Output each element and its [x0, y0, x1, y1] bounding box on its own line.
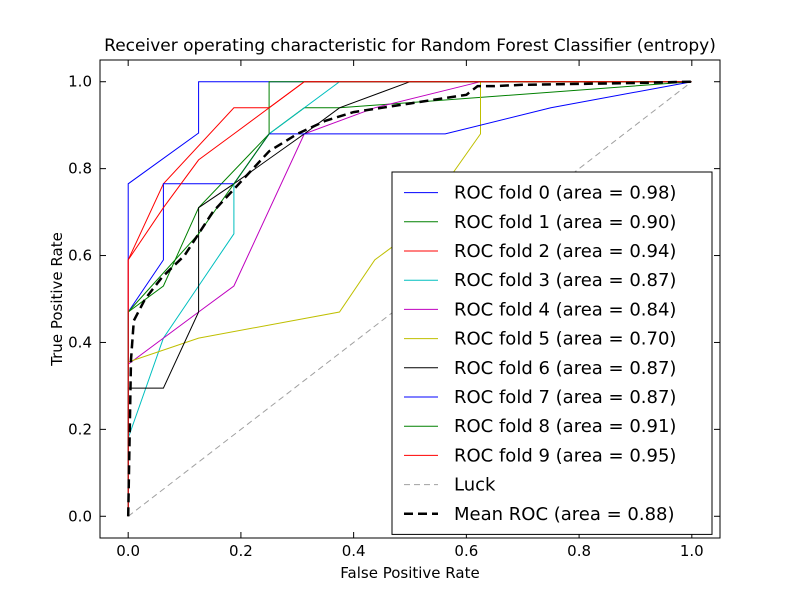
plot-area [126, 80, 693, 517]
axes-frame [99, 59, 721, 539]
y-tick-label: 1.0 [68, 73, 92, 91]
legend-label-1: ROC fold 1 (area = 0.90) [454, 212, 676, 233]
legend-label-8: ROC fold 8 (area = 0.91) [454, 416, 676, 437]
series-line-3 [127, 81, 692, 517]
x-tick-label: 0.2 [229, 542, 253, 560]
series-line-11 [126, 80, 692, 517]
series-line-5 [127, 81, 692, 517]
x-axis-label: False Positive Rate [340, 564, 479, 582]
legend-box [391, 171, 713, 535]
legend: ROC fold 0 (area = 0.98) ROC fold 1 (area… [391, 171, 713, 535]
axis-ticks: 0.0 0.2 0.4 0.6 0.8 1.0 0.0 0.2 0.4 0.6 0.8 1.0 [68, 60, 720, 560]
series-line-9 [127, 81, 692, 517]
x-tick-label: 0.8 [567, 542, 591, 560]
y-tick-label: 0.2 [68, 420, 92, 438]
y-tick-label: 0.0 [68, 507, 92, 525]
legend-label-7: ROC fold 7 (area = 0.87) [454, 387, 676, 408]
x-tick-label: 0.4 [342, 542, 366, 560]
y-axis-label: True Positive Rate [48, 232, 66, 367]
legend-label-11: Mean ROC (area = 0.88) [454, 504, 675, 525]
legend-label-0: ROC fold 0 (area = 0.98) [454, 183, 676, 204]
legend-label-9: ROC fold 9 (area = 0.95) [454, 445, 676, 466]
legend-label-3: ROC fold 3 (area = 0.87) [454, 270, 676, 291]
x-tick-label: 0.6 [454, 542, 478, 560]
series-line-1 [127, 81, 692, 517]
y-tick-label: 0.4 [68, 333, 92, 351]
chart-title: Receiver operating characteristic for Ra… [104, 36, 716, 56]
x-tick-label: 0.0 [116, 542, 140, 560]
legend-label-6: ROC fold 6 (area = 0.87) [454, 358, 676, 379]
y-tick-label: 0.8 [68, 160, 92, 178]
y-tick-label: 0.6 [68, 247, 92, 265]
legend-label-4: ROC fold 4 (area = 0.84) [454, 299, 676, 320]
series-line-4 [127, 81, 692, 517]
x-tick-label: 1.0 [680, 542, 704, 560]
legend-label-2: ROC fold 2 (area = 0.94) [454, 241, 676, 262]
legend-label-10: Luck [454, 475, 496, 496]
legend-label-5: ROC fold 5 (area = 0.70) [454, 329, 676, 350]
